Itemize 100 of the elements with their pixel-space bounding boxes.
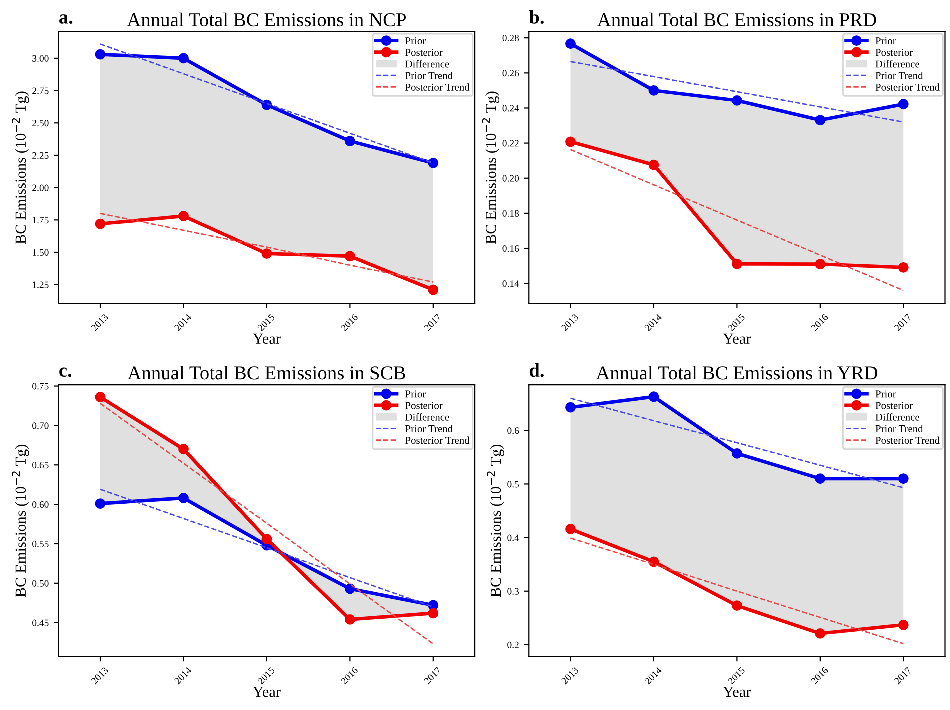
y-tick-label: 0.22 bbox=[502, 140, 519, 147]
y-tick-label: 1.50 bbox=[33, 249, 49, 256]
chart-title: Annual Total BC Emissions in YRD bbox=[596, 366, 878, 380]
point bbox=[344, 251, 356, 262]
y-axis-title: BC Emissions (10$^{−2}$ Tg) bbox=[12, 444, 30, 598]
point bbox=[428, 284, 439, 296]
point bbox=[178, 493, 189, 504]
line-series bbox=[570, 538, 904, 645]
y-tick-label: 0.16 bbox=[502, 245, 520, 252]
y-tick-label: 2.25 bbox=[32, 152, 49, 159]
line-series bbox=[100, 213, 434, 283]
legend-label: Posterior bbox=[876, 402, 914, 410]
text: a. bbox=[60, 14, 73, 24]
legend-label: Prior bbox=[406, 38, 426, 45]
x-axis-title: Year bbox=[723, 334, 752, 344]
point bbox=[898, 474, 909, 484]
y-axis-title: BC Emissions (10$^{−2}$ Tg) bbox=[487, 444, 504, 598]
y-tick-label: 0.24 bbox=[502, 105, 520, 112]
legend-label: Prior Trend bbox=[876, 425, 924, 432]
y-tick-label: 0.60 bbox=[32, 501, 49, 508]
point bbox=[732, 258, 742, 270]
legend-label: Difference bbox=[876, 60, 920, 68]
y-tick-label: 0.28 bbox=[502, 34, 520, 42]
point bbox=[815, 474, 826, 484]
legend-label: Posterior Trend bbox=[876, 436, 940, 444]
y-tick-label: 0.75 bbox=[32, 383, 49, 390]
point bbox=[428, 608, 439, 619]
point bbox=[898, 262, 909, 273]
point bbox=[262, 248, 272, 260]
y-tick-label: 0.20 bbox=[502, 175, 520, 182]
y-tick-label: 0.55 bbox=[32, 540, 49, 548]
point bbox=[815, 259, 826, 270]
point bbox=[178, 53, 189, 64]
point bbox=[178, 444, 189, 455]
point bbox=[648, 160, 660, 170]
x-axis-title: Year bbox=[253, 334, 281, 344]
legend-label: Prior Trend bbox=[406, 72, 453, 80]
legend-label: Prior Trend bbox=[876, 72, 924, 80]
y-tick-label: 1.75 bbox=[33, 217, 49, 224]
point bbox=[95, 392, 106, 403]
point bbox=[566, 38, 576, 50]
point bbox=[566, 402, 576, 413]
y-tick-label: 0.6 bbox=[508, 428, 520, 434]
point bbox=[815, 115, 826, 126]
y-tick-label: 0.65 bbox=[32, 462, 49, 469]
legend-label: Posterior bbox=[406, 49, 443, 56]
line-series bbox=[570, 149, 904, 292]
legend-label: Posterior bbox=[406, 402, 443, 410]
point bbox=[95, 498, 106, 509]
legend-label: Posterior Trend bbox=[876, 84, 940, 91]
point bbox=[566, 136, 576, 148]
point bbox=[344, 136, 356, 146]
legend-label: Prior bbox=[406, 390, 426, 398]
point bbox=[428, 158, 439, 168]
y-tick-label: 1.25 bbox=[33, 282, 49, 288]
text: b. bbox=[529, 10, 544, 24]
point bbox=[566, 524, 576, 534]
point bbox=[344, 584, 356, 594]
y-tick-label: 0.3 bbox=[508, 588, 520, 595]
y-tick-label: 2.00 bbox=[32, 184, 49, 192]
x-axis-title: Year bbox=[253, 687, 281, 698]
legend-label: Difference bbox=[406, 60, 450, 68]
chart-title: Annual Total BC Emissions in SCB bbox=[128, 366, 406, 380]
point bbox=[898, 99, 909, 110]
y-tick-label: 0.5 bbox=[508, 481, 520, 488]
legend-label: Prior bbox=[876, 38, 896, 45]
y-tick-label: 0.2 bbox=[508, 642, 519, 648]
point bbox=[648, 85, 660, 96]
legend-label: Prior bbox=[876, 390, 896, 398]
y-tick-label: 0.26 bbox=[502, 70, 520, 77]
y-tick-label: 0.4 bbox=[508, 534, 520, 542]
y-tick-label: 2.75 bbox=[32, 88, 49, 94]
legend-label: Difference bbox=[876, 413, 920, 421]
y-tick-label: 3.00 bbox=[32, 55, 49, 62]
legend-label: Prior Trend bbox=[406, 425, 453, 432]
y-tick-label: 0.14 bbox=[502, 280, 520, 288]
legend-label: Posterior Trend bbox=[406, 84, 470, 91]
y-tick-label: 0.70 bbox=[32, 422, 49, 430]
point bbox=[95, 49, 106, 60]
legend-label: Posterior Trend bbox=[406, 436, 470, 444]
point bbox=[95, 218, 106, 230]
point bbox=[732, 600, 742, 612]
point bbox=[344, 614, 356, 625]
chart-title: Annual Total BC Emissions in NCP bbox=[127, 12, 406, 27]
point bbox=[178, 211, 189, 222]
point bbox=[732, 448, 742, 459]
chart-title: Annual Total BC Emissions in PRD bbox=[598, 12, 876, 27]
point bbox=[648, 392, 660, 402]
text: d. bbox=[530, 363, 544, 378]
y-tick-label: 0.50 bbox=[32, 580, 49, 587]
y-axis-title: BC Emissions (10$^{−2}$ Tg) bbox=[12, 92, 30, 244]
point bbox=[732, 95, 742, 106]
y-tick-label: 0.18 bbox=[502, 210, 520, 217]
point bbox=[898, 620, 909, 630]
y-axis-title: BC Emissions (10$^{−2}$ Tg) bbox=[482, 92, 500, 244]
x-axis-title: Year bbox=[723, 687, 752, 698]
legend-label: Posterior bbox=[876, 49, 914, 56]
y-tick-label: 0.45 bbox=[32, 620, 49, 626]
point bbox=[815, 628, 826, 639]
y-tick-label: 2.50 bbox=[32, 120, 49, 127]
